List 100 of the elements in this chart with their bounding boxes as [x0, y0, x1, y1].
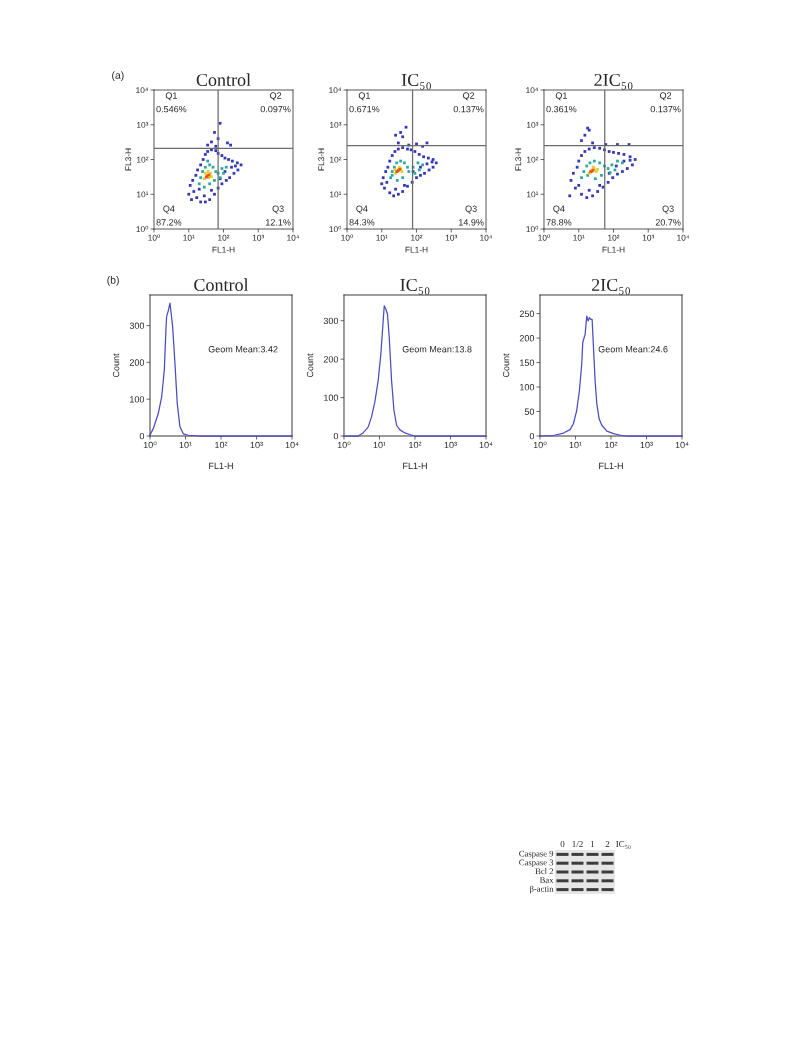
annotation: Q1 0.361% [546, 92, 577, 113]
y-tick-label: 150 [520, 359, 535, 366]
x-tick-label: 10⁴ [675, 441, 689, 449]
x-tick-label: 10⁴ [677, 234, 690, 241]
text: (a) [112, 71, 124, 81]
annotation: Q1 0.546% [156, 92, 187, 113]
y-axis-title: Count [112, 353, 120, 378]
x-tick-label: 10³ [252, 234, 265, 241]
y-axis-title: Count [306, 353, 314, 378]
annotation: Q3 20.7% [655, 205, 681, 226]
chart-title: 2IC₅₀ [594, 73, 633, 90]
annotation: Q2 0.137% [453, 92, 484, 113]
x-axis-title: FL1-H [599, 462, 623, 470]
y-tick-label: 100 [130, 396, 145, 403]
y-axis-title: FL3-H [318, 148, 325, 171]
x-tick-label: 10¹ [569, 441, 582, 449]
chart-title: Control [194, 278, 249, 292]
x-tick-label: 10¹ [179, 441, 192, 449]
y-tick-label: 10⁰ [526, 225, 539, 233]
annotation: Geom Mean:3.42 [208, 346, 278, 353]
y-tick-label: 300 [129, 322, 145, 329]
category-label: Caspase 3 [519, 859, 554, 868]
category-label: β-actin [530, 885, 554, 894]
y-axis-title: FL3-H [125, 148, 132, 171]
x-axis-title: FL1-H [602, 246, 625, 253]
y-tick-label: 10⁰ [136, 225, 149, 233]
category-label: 2 [605, 841, 610, 848]
annotation: Q4 78.8% [546, 205, 572, 226]
annotation: Q4 84.3% [349, 205, 375, 226]
annotation: Q3 12.1% [266, 205, 291, 226]
text: (b) [107, 276, 119, 286]
y-tick-label: 10² [527, 156, 539, 163]
y-tick-label: 0 [529, 432, 535, 440]
chart-title: Control [196, 73, 251, 87]
y-tick-label: 10³ [330, 121, 342, 128]
y-tick-label: 0 [333, 432, 339, 440]
x-tick-label: 10⁰ [148, 234, 161, 241]
y-tick-label: 10⁴ [526, 87, 539, 94]
y-axis-title: FL3-H [515, 148, 522, 171]
y-tick-label: 200 [129, 359, 145, 366]
x-tick-label: 10³ [642, 234, 655, 241]
x-tick-label: 10³ [445, 234, 458, 241]
y-tick-label: 200 [519, 335, 535, 342]
x-tick-label: 10⁴ [285, 441, 299, 449]
x-axis-title: FL1-H [403, 462, 427, 470]
annotation: Q2 0.137% [650, 92, 681, 113]
y-tick-label: 100 [324, 394, 339, 401]
y-tick-label: 10¹ [330, 191, 342, 198]
y-tick-label: 10⁴ [329, 87, 342, 94]
y-tick-label: 300 [323, 317, 339, 325]
category-label: Caspase 9 [519, 850, 554, 859]
x-tick-label: 10³ [640, 441, 653, 449]
category-label: Bax [539, 877, 554, 883]
x-tick-label: 10¹ [373, 441, 386, 449]
x-axis-title: FL1-H [212, 246, 235, 253]
y-axis-title: Count [502, 353, 510, 378]
y-tick-label: 10¹ [137, 191, 149, 198]
x-tick-label: 10¹ [376, 234, 388, 241]
annotation: Q2 0.097% [260, 92, 291, 113]
y-tick-label: 10³ [527, 121, 539, 128]
x-tick-label: 10³ [444, 441, 457, 449]
x-tick-label: 10² [608, 234, 620, 241]
y-tick-label: 10⁴ [136, 87, 149, 94]
category-label: 1/2 [572, 841, 583, 848]
y-tick-label: 0 [139, 432, 145, 440]
x-tick-label: 10⁰ [143, 441, 157, 449]
y-tick-label: 200 [323, 356, 339, 363]
x-tick-label: 10³ [250, 441, 263, 449]
y-tick-label: 100 [520, 384, 535, 391]
x-axis-title: FL1-H [405, 246, 428, 253]
annotation: Q4 87.2% [156, 205, 182, 226]
x-tick-label: 10⁴ [479, 441, 493, 449]
x-tick-label: 10⁰ [341, 234, 354, 241]
annotation: Q3 14.9% [459, 205, 484, 226]
x-tick-label: 10¹ [573, 234, 585, 241]
y-tick-label: 10³ [137, 121, 149, 128]
annotation: Geom Mean:24.6 [598, 346, 668, 353]
x-tick-label: 10⁰ [533, 441, 547, 449]
annotation: Q1 0.671% [349, 92, 380, 113]
category-label: 0 [560, 841, 565, 848]
category-label: Bcl 2 [535, 868, 554, 875]
y-tick-label: 50 [524, 408, 535, 415]
x-tick-label: 10² [409, 441, 422, 449]
x-tick-label: 10² [215, 441, 228, 449]
y-tick-label: 10⁰ [329, 225, 342, 233]
y-tick-label: 10¹ [527, 191, 539, 198]
x-tick-label: 10² [218, 234, 230, 241]
x-tick-label: 10² [605, 441, 618, 449]
x-tick-label: 10⁰ [337, 441, 351, 449]
text: IC₅₀ [616, 841, 631, 849]
y-tick-label: 250 [519, 310, 535, 317]
x-tick-label: 10⁰ [538, 234, 551, 241]
annotation: Geom Mean:13.8 [402, 346, 472, 353]
chart-title: IC₅₀ [401, 73, 431, 90]
category-label: 1 [591, 841, 595, 848]
chart-title: 2IC₅₀ [591, 278, 630, 295]
x-tick-label: 10² [411, 234, 423, 241]
x-tick-label: 10⁴ [480, 234, 493, 241]
chart-title: IC₅₀ [400, 278, 430, 295]
x-tick-label: 10¹ [183, 234, 195, 241]
